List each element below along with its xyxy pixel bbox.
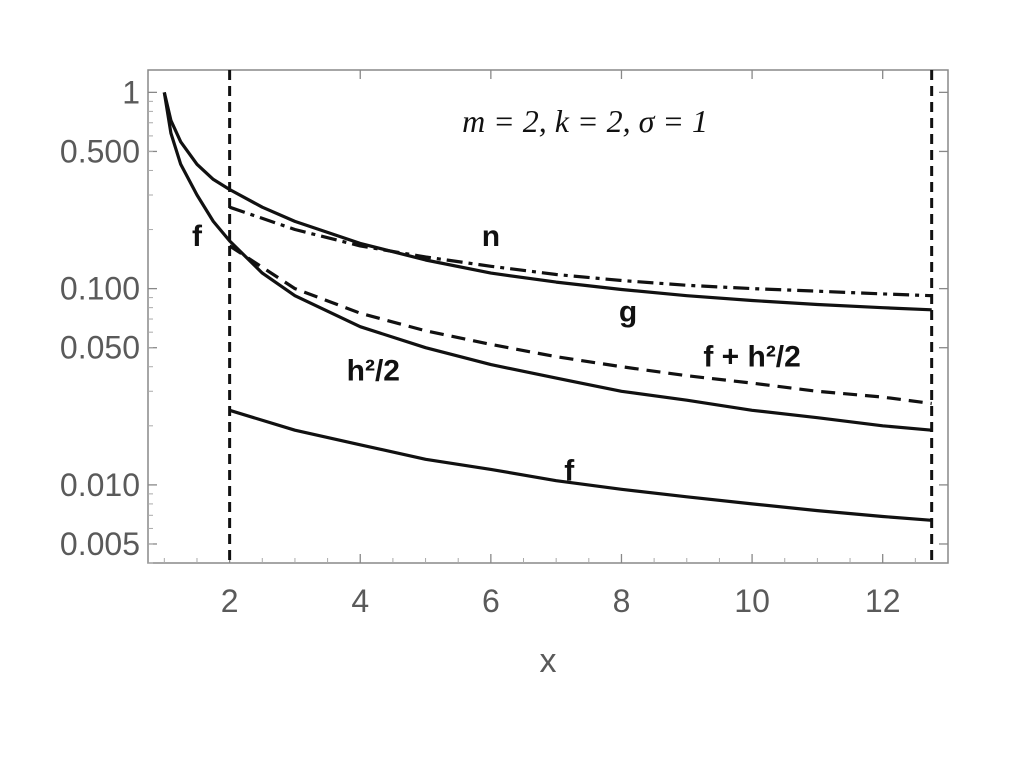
curve-label: f + h²/2 [703, 341, 801, 374]
x-axis-title: x [540, 642, 557, 680]
parameter-annotation: m = 2, k = 2, σ = 1 [462, 103, 708, 139]
series-line-3 [162, 92, 932, 432]
series-line-4 [229, 408, 932, 522]
y-tick-label: 1 [122, 74, 140, 110]
series-line-0 [229, 205, 932, 298]
x-tick-label: 10 [734, 583, 770, 619]
plot-frame [147, 69, 949, 564]
y-tick-label: 0.500 [60, 133, 140, 169]
series-lines [162, 70, 934, 563]
curve-label: h²/2 [347, 355, 400, 388]
y-tick-label: 0.005 [60, 526, 140, 562]
curve-label: n [482, 220, 500, 253]
x-tick-label: 6 [482, 583, 500, 619]
curve-label: g [619, 296, 637, 329]
series-line-1 [162, 92, 932, 312]
axes: 2 4 6 8 10 12 1 0.500 0.100 0.050 0.010 0.005 [60, 70, 948, 619]
x-tick-label: 12 [865, 583, 901, 619]
series-line-2 [228, 244, 932, 406]
y-tick-label: 0.100 [60, 271, 140, 307]
curve-labels: n g f + h²/2 h²/2 f f [192, 220, 801, 488]
y-tick-label: 0.050 [60, 330, 140, 366]
curve-label: f [192, 220, 203, 253]
x-tick-label: 8 [613, 583, 631, 619]
x-tick-label: 4 [351, 583, 369, 619]
curve-label: f [564, 455, 575, 488]
y-tick-label: 0.010 [60, 467, 140, 503]
x-tick-label: 2 [221, 583, 239, 619]
